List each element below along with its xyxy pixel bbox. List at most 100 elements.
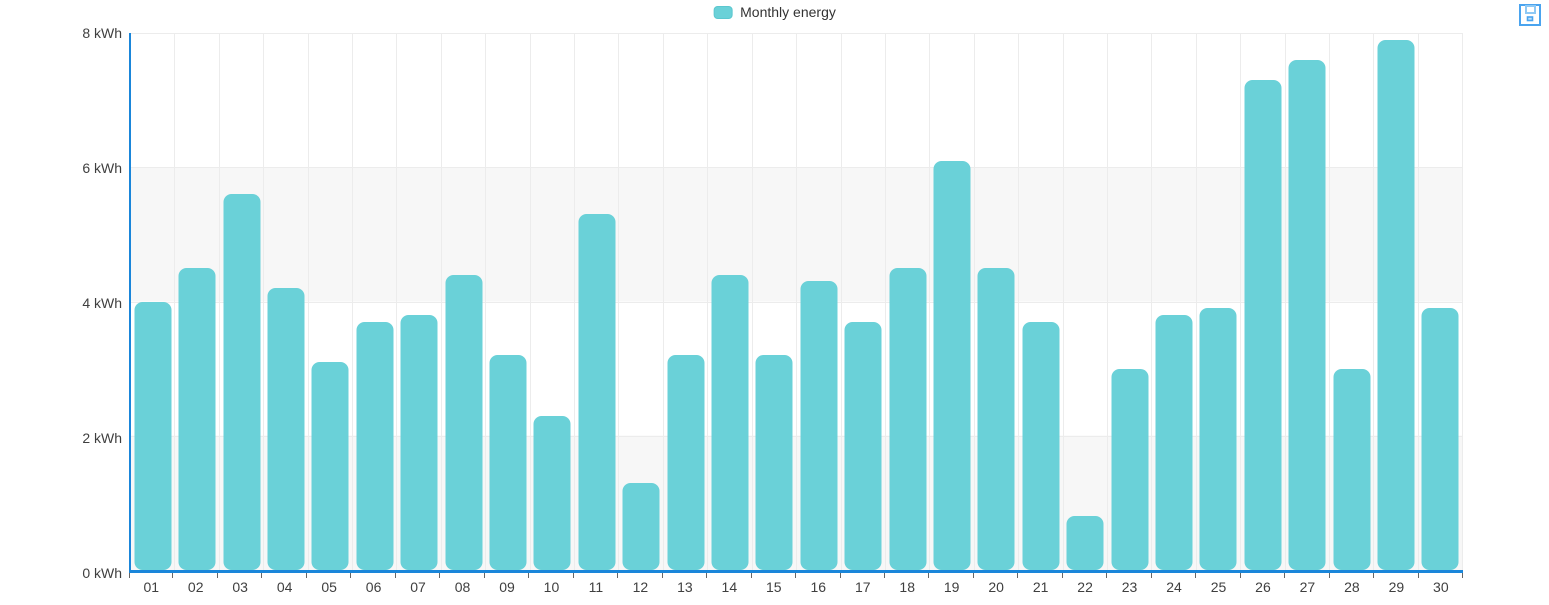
x-axis-labels: 01 02 03 04 05 06 07 08 09 10 11 12 13 14 15 16 17 18 19 20… (129, 573, 1464, 601)
chart-column-07 (397, 33, 442, 570)
chart-column-06 (353, 33, 398, 570)
bar-day-07 (400, 314, 438, 570)
bar-day-19 (933, 160, 971, 570)
y-tick-label-8: 8 kWh (82, 25, 122, 41)
bar-day-30 (1421, 308, 1459, 570)
x-tick-label-13: 13 (663, 573, 708, 601)
bar-day-21 (1022, 321, 1060, 570)
chart-column-25 (1197, 33, 1242, 570)
legend-item-monthly-energy[interactable]: Monthly energy (713, 4, 836, 20)
x-tick-label-01: 01 (129, 573, 174, 601)
chart-column-12 (619, 33, 664, 570)
bar-day-12 (622, 482, 660, 570)
chart-column-02 (175, 33, 220, 570)
x-tick-label-30: 30 (1419, 573, 1464, 601)
bar-day-05 (311, 361, 349, 570)
bar-day-28 (1333, 368, 1371, 570)
bar-day-25 (1199, 308, 1237, 570)
bar-day-15 (755, 355, 793, 570)
chart-column-15 (753, 33, 798, 570)
chart-column-21 (1019, 33, 1064, 570)
chart-column-05 (309, 33, 354, 570)
x-tick-label-15: 15 (752, 573, 797, 601)
x-tick-label-25: 25 (1196, 573, 1242, 601)
bar-day-11 (578, 214, 616, 570)
x-tick-label-24: 24 (1152, 573, 1197, 601)
x-tick-label-22: 22 (1063, 573, 1108, 601)
chart-column-01 (131, 33, 176, 570)
bar-day-16 (800, 281, 838, 570)
x-tick-label-09: 09 (485, 573, 530, 601)
x-tick-label-28: 28 (1330, 573, 1375, 601)
bar-day-26 (1244, 80, 1282, 570)
chart-column-23 (1108, 33, 1153, 570)
x-tick-label-19: 19 (929, 573, 975, 601)
x-tick-label-17: 17 (841, 573, 886, 601)
chart-column-26 (1241, 33, 1286, 570)
bar-series (131, 33, 1464, 570)
bar-day-10 (533, 415, 571, 570)
x-tick-label-04: 04 (262, 573, 308, 601)
x-tick-label-05: 05 (307, 573, 352, 601)
bar-day-09 (489, 355, 527, 570)
bar-day-14 (711, 274, 749, 570)
bar-day-02 (178, 267, 216, 570)
bar-day-23 (1111, 368, 1149, 570)
y-tick-label-0: 0 kWh (82, 565, 122, 581)
legend-swatch-icon (713, 5, 733, 19)
x-tick-label-23: 23 (1107, 573, 1153, 601)
bar-day-17 (844, 321, 882, 570)
chart-column-29 (1374, 33, 1419, 570)
x-tick-label-18: 18 (885, 573, 930, 601)
bar-day-29 (1377, 39, 1415, 570)
x-tick-label-20: 20 (974, 573, 1019, 601)
chart-column-20 (975, 33, 1020, 570)
x-tick-label-11: 11 (574, 573, 619, 601)
chart-column-28 (1330, 33, 1375, 570)
bar-day-06 (356, 321, 394, 570)
bar-day-03 (223, 194, 261, 570)
x-tick-label-12: 12 (618, 573, 664, 601)
y-tick-label-6: 6 kWh (82, 160, 122, 176)
save-icon (1519, 4, 1541, 26)
legend-label: Monthly energy (740, 4, 836, 20)
chart-column-10 (531, 33, 576, 570)
x-tick-label-03: 03 (218, 573, 263, 601)
x-tick-label-14: 14 (707, 573, 753, 601)
x-tick-label-27: 27 (1285, 573, 1331, 601)
bar-day-01 (134, 301, 172, 570)
bar-day-27 (1288, 59, 1326, 570)
x-tick-label-26: 26 (1241, 573, 1286, 601)
bar-day-08 (445, 274, 483, 570)
plot-area (129, 33, 1464, 573)
y-tick-label-2: 2 kWh (82, 430, 122, 446)
chart-column-24 (1152, 33, 1197, 570)
chart-column-11 (575, 33, 620, 570)
chart-column-09 (486, 33, 531, 570)
x-tick-label-07: 07 (396, 573, 441, 601)
bar-day-20 (977, 267, 1015, 570)
chart-column-30 (1419, 33, 1464, 570)
bar-day-04 (267, 288, 305, 570)
chart-column-13 (664, 33, 709, 570)
y-tick-label-4: 4 kWh (82, 295, 122, 311)
chart-column-04 (264, 33, 309, 570)
chart-column-03 (220, 33, 265, 570)
bar-day-22 (1066, 516, 1104, 570)
x-tick-label-06: 06 (351, 573, 397, 601)
y-axis-labels: 0 kWh 2 kWh 4 kWh 6 kWh 8 kWh (0, 25, 124, 581)
x-tick-label-21: 21 (1018, 573, 1064, 601)
bar-day-13 (667, 355, 705, 570)
x-tick-label-10: 10 (529, 573, 575, 601)
chart-column-17 (842, 33, 886, 570)
chart-column-14 (708, 33, 753, 570)
x-tick-label-29: 29 (1374, 573, 1420, 601)
chart-column-18 (886, 33, 931, 570)
x-tick-label-16: 16 (796, 573, 841, 601)
chart-column-27 (1286, 33, 1330, 570)
bar-day-24 (1155, 314, 1193, 570)
save-chart-button[interactable] (1516, 1, 1544, 29)
chart-column-19 (930, 33, 975, 570)
chart-column-16 (797, 33, 842, 570)
